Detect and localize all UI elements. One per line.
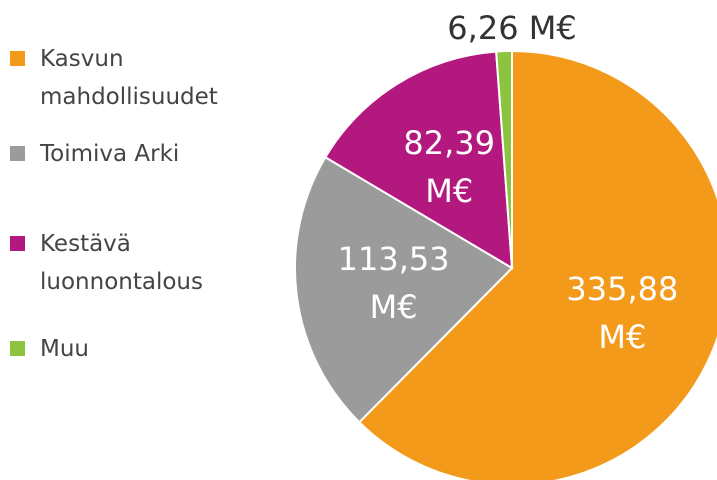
data-label: 335,88 M€ [566, 270, 679, 357]
data-label: 6,26 M€ [447, 9, 577, 47]
pie-slice [324, 50, 514, 270]
data-label: 82,39 M€ [403, 123, 495, 210]
legend-swatch [10, 341, 25, 356]
data-label: 113,53 M€ [337, 240, 450, 327]
legend-swatch [10, 51, 25, 66]
legend-item: Muu [10, 330, 240, 368]
pie-slice [294, 155, 514, 424]
legend-swatch [10, 146, 25, 161]
legend-label: Kasvun mahdollisuudet [40, 46, 218, 110]
legend-swatch [10, 236, 25, 251]
legend-label: Kestävä luonnontalous [40, 231, 203, 295]
legend-label: Toimiva Arki [40, 141, 180, 167]
pie-slice [357, 49, 717, 480]
pie-slice [495, 49, 513, 269]
legend-item: Kasvun mahdollisuudet [10, 40, 240, 116]
legend-item: Toimiva Arki [10, 135, 240, 173]
legend-label: Muu [40, 336, 89, 362]
legend-item: Kestävä luonnontalous [10, 225, 240, 301]
